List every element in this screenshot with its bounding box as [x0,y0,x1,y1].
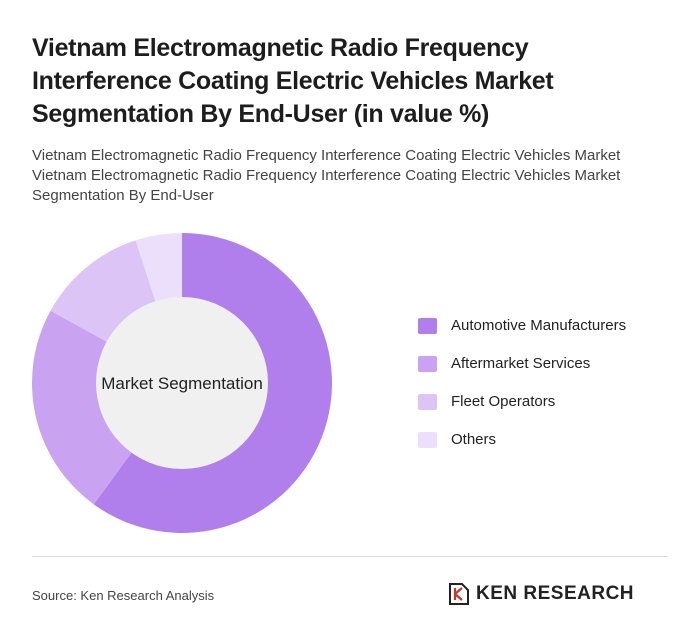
legend-item-automotive-manufacturers: Automotive Manufacturers [418,316,626,335]
center-label: Market Segmentation [101,374,263,393]
legend-label: Aftermarket Services [451,355,591,372]
chart-subtitle: Vietnam Electromagnetic Radio Frequency … [32,147,621,204]
legend-swatch [418,431,437,448]
ken-research-logo-icon [449,583,469,605]
legend: Automotive Manufacturers Aftermarket Ser… [418,316,626,468]
legend-swatch [418,393,437,410]
footer-divider [32,556,668,557]
legend-item-fleet-operators: Fleet Operators [418,392,626,411]
brand-logo: KEN RESEARCH [448,582,634,606]
donut-hole [96,297,268,469]
legend-label: Fleet Operators [451,393,556,410]
donut-chart: Market Segmentation [32,233,332,533]
legend-swatch [418,317,437,334]
legend-swatch [418,355,437,372]
brand-name: KEN RESEARCH [476,583,635,604]
chart-title: Vietnam Electromagnetic Radio Frequency … [32,34,554,128]
source-note: Source: Ken Research Analysis [32,588,215,603]
legend-item-others: Others [418,430,626,449]
legend-item-aftermarket-services: Aftermarket Services [418,354,626,373]
legend-label: Automotive Manufacturers [451,317,627,334]
legend-label: Others [451,431,497,448]
